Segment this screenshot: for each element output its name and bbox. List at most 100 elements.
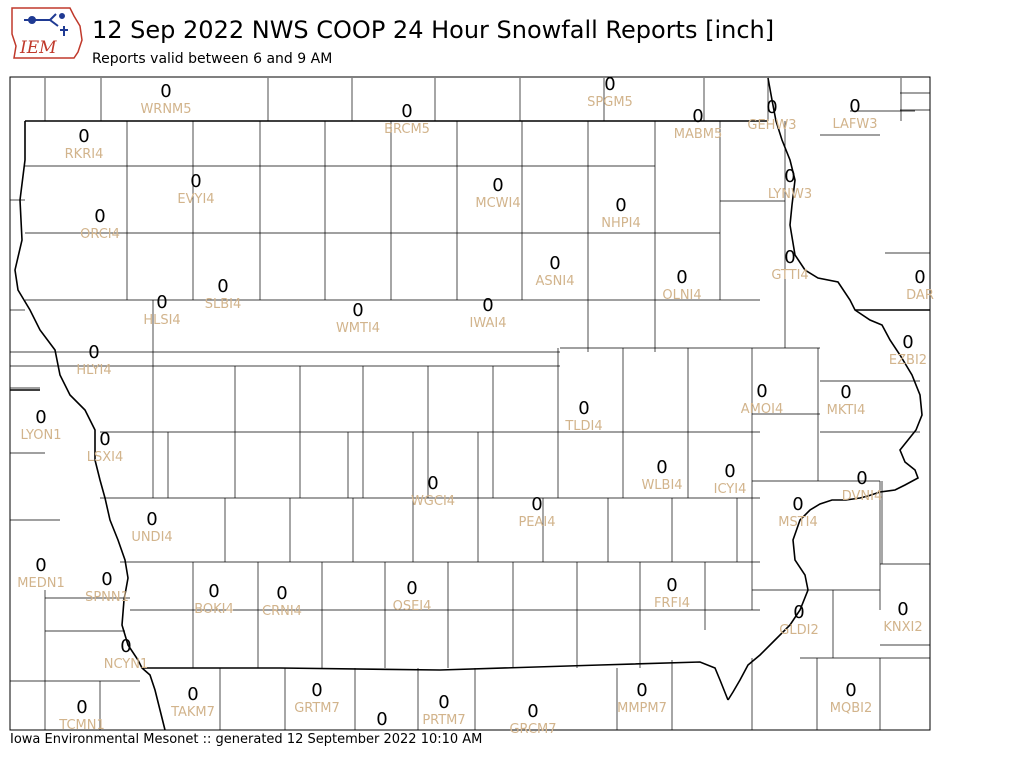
- station-id: PRTM7: [422, 713, 465, 728]
- station-value: 0: [406, 578, 417, 599]
- state-boundary-line: [142, 661, 729, 701]
- station-value: 0: [78, 126, 89, 147]
- footer-credit: Iowa Environmental Mesonet :: generated …: [10, 732, 483, 747]
- station-value: 0: [766, 97, 777, 118]
- station-id: DVNI4: [842, 489, 883, 504]
- station-id: LAFW3: [832, 117, 877, 132]
- station-value: 0: [190, 171, 201, 192]
- station-id: DAR: [906, 288, 934, 303]
- station-id: TLDI4: [564, 419, 602, 434]
- station-id: SPNN1: [85, 590, 129, 605]
- station-id: UNDI4: [131, 530, 172, 545]
- station-value: 0: [724, 461, 735, 482]
- station-id: OSEI4: [393, 599, 432, 614]
- station-value: 0: [156, 292, 167, 313]
- station-value: 0: [88, 342, 99, 363]
- station-id: HLYI4: [76, 363, 111, 378]
- station-value: 0: [615, 195, 626, 216]
- station-value: 0: [311, 680, 322, 701]
- station-id: RKRI4: [65, 147, 104, 162]
- station-id: IWAI4: [470, 316, 507, 331]
- station-value: 0: [792, 494, 803, 515]
- station-value: 0: [784, 166, 795, 187]
- station-value: 0: [902, 332, 913, 353]
- station-id: KNXI2: [883, 620, 922, 635]
- station-id: NHPI4: [601, 216, 640, 231]
- station-value: 0: [549, 253, 560, 274]
- station-value: 0: [492, 175, 503, 196]
- station-marker: 0: [376, 709, 387, 730]
- station-value: 0: [849, 96, 860, 117]
- station-value: 0: [840, 382, 851, 403]
- station-id: BOKI4: [194, 602, 234, 617]
- station-value: 0: [427, 473, 438, 494]
- station-value: 0: [94, 206, 105, 227]
- station-value: 0: [856, 468, 867, 489]
- station-value: 0: [793, 602, 804, 623]
- station-id: SLBI4: [205, 297, 242, 312]
- station-id: MABM5: [674, 127, 723, 142]
- station-id: AMOI4: [741, 402, 783, 417]
- station-value: 0: [76, 697, 87, 718]
- station-id: MMPM7: [617, 701, 667, 716]
- station-value: 0: [376, 709, 387, 730]
- station-value: 0: [187, 684, 198, 705]
- station-value: 0: [35, 555, 46, 576]
- iem-logo: IEM: [10, 6, 84, 60]
- station-value: 0: [845, 680, 856, 701]
- station-id: TAKM7: [170, 705, 215, 720]
- station-id: CRNI4: [262, 604, 302, 619]
- logo-text: IEM: [19, 38, 57, 58]
- station-value: 0: [666, 575, 677, 596]
- station-value: 0: [438, 692, 449, 713]
- station-value: 0: [527, 701, 538, 722]
- station-id: MEDN1: [17, 576, 64, 591]
- station-value: 0: [914, 267, 925, 288]
- station-value: 0: [636, 680, 647, 701]
- station-value: 0: [35, 407, 46, 428]
- station-value: 0: [146, 509, 157, 530]
- station-id: GLDI2: [779, 623, 818, 638]
- station-value: 0: [578, 398, 589, 419]
- station-id: PEAI4: [518, 515, 555, 530]
- state-boundaries: [10, 77, 930, 731]
- station-value: 0: [208, 581, 219, 602]
- station-value: 0: [401, 101, 412, 122]
- station-value: 0: [676, 267, 687, 288]
- station-value: 0: [101, 569, 112, 590]
- station-value: 0: [217, 276, 228, 297]
